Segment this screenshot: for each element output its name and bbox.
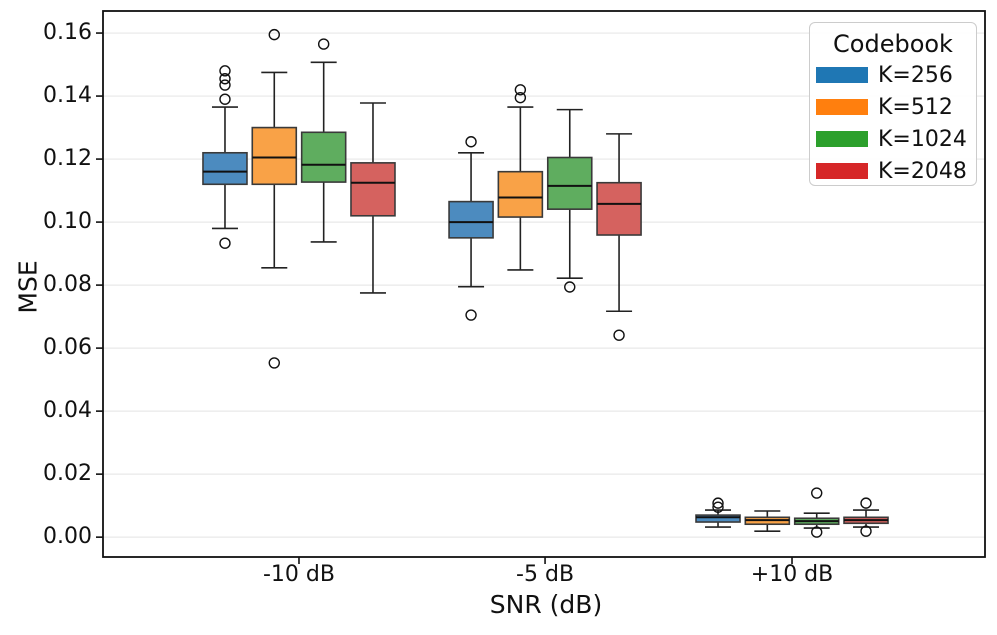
y-tick-label: 0.08 [43, 272, 92, 298]
y-tick-label: 0.10 [43, 209, 92, 235]
plot-border [102, 10, 986, 558]
legend-label: K=512 [878, 94, 953, 120]
legend-label: K=1024 [878, 126, 967, 152]
y-tick-label: 0.12 [43, 146, 92, 172]
legend-swatch [816, 99, 868, 115]
outlier-point [219, 93, 231, 105]
box-K=2048--5 dB [596, 181, 642, 236]
legend-items: K=256 K=512 K=1024 K=2048 [810, 59, 976, 187]
x-axis-label: SNR (dB) [489, 590, 603, 619]
outlier-point [564, 281, 576, 293]
legend-swatch [816, 131, 868, 147]
box-K=256--10 dB [202, 151, 248, 186]
legend: Codebook K=256 K=512 K=1024 K=2048 [809, 22, 977, 186]
y-tick-label: 0.02 [43, 461, 92, 487]
outlier-point [811, 526, 823, 538]
box-K=2048--10 dB [350, 162, 396, 217]
legend-item-K=1024: K=1024 [810, 123, 976, 155]
outlier-point [219, 79, 231, 91]
box-K=512--10 dB [251, 126, 298, 186]
box-K=1024--10 dB [300, 131, 347, 183]
outlier-point [860, 525, 872, 537]
outlier-point [219, 237, 231, 249]
legend-label: K=2048 [878, 158, 967, 184]
outlier-point [514, 84, 527, 96]
legend-swatch [816, 67, 868, 83]
outlier-point [613, 329, 625, 341]
outlier-point [514, 91, 527, 104]
y-tick-label: 0.04 [43, 398, 92, 424]
outlier-point [317, 38, 330, 50]
y-tick-label: 0.16 [43, 20, 92, 46]
y-tick-label: 0.00 [43, 524, 92, 550]
outlier-point [465, 136, 477, 148]
y-tick-label: 0.06 [43, 335, 92, 361]
box-K=256--5 dB [448, 200, 494, 239]
legend-swatch [816, 163, 868, 179]
legend-title: Codebook [833, 30, 953, 58]
legend-label: K=256 [878, 62, 953, 88]
outlier-point [860, 497, 872, 509]
outlier-point [712, 497, 724, 509]
outlier-point [712, 501, 724, 513]
y-tick-label: 0.14 [43, 83, 92, 109]
outlier-point [811, 487, 823, 499]
x-tick-label: +10 dB [750, 562, 834, 587]
box-K=1024--5 dB [546, 156, 593, 210]
legend-item-K=256: K=256 [810, 59, 976, 91]
box-K=256-+10 dB [695, 514, 741, 523]
outlier-point [219, 65, 231, 77]
outlier-point [268, 28, 280, 41]
x-tick-label: -10 dB [262, 562, 335, 587]
box-K=512--5 dB [497, 170, 544, 218]
outlier-point [465, 309, 477, 321]
legend-item-K=2048: K=2048 [810, 155, 976, 187]
outlier-point [268, 357, 280, 369]
legend-item-K=512: K=512 [810, 91, 976, 123]
outlier-point [219, 73, 231, 85]
x-tick-label: -5 dB [516, 562, 575, 587]
